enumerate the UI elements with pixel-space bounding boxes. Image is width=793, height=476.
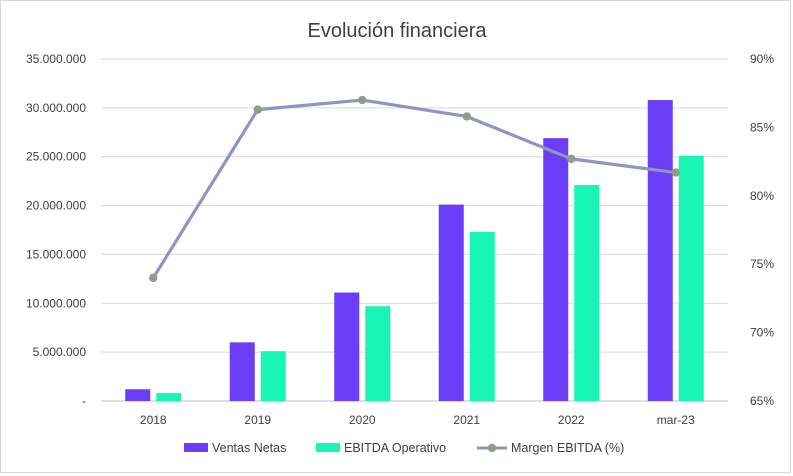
y-right-tick-label: 90% <box>750 52 774 66</box>
legend-item-ventas-netas: Ventas Netas <box>184 441 286 455</box>
y-right-tick-label: 75% <box>750 257 774 271</box>
line-point-margen-ebitda <box>149 273 158 283</box>
line-point-margen-ebitda <box>462 112 471 121</box>
bar-ebitda-operativo <box>678 155 704 401</box>
line-point-margen-ebitda <box>253 105 262 114</box>
bar-ebitda-operativo <box>156 393 182 401</box>
bar-ventas-netas <box>334 292 360 401</box>
bar-ventas-netas <box>229 342 255 401</box>
x-tick-label: 2022 <box>558 413 585 427</box>
x-tick-label: 2018 <box>140 413 167 427</box>
legend-marker <box>487 443 497 453</box>
y-left-tick-label: 10.000.000 <box>26 296 86 310</box>
legend-swatch <box>316 443 340 452</box>
bar-ventas-netas <box>543 138 569 402</box>
y-right-tick-label: 85% <box>750 120 774 134</box>
legend-swatch <box>184 443 208 452</box>
x-tick-label: mar-23 <box>657 413 695 427</box>
y-right-tick-label: 80% <box>750 189 774 203</box>
legend-label: Ventas Netas <box>212 441 286 455</box>
x-tick-label: 2019 <box>244 413 271 427</box>
bar-ebitda-operativo <box>365 306 391 401</box>
y-left-tick-label: 5.000.000 <box>33 345 87 359</box>
y-left-tick-label: 30.000.000 <box>26 101 86 115</box>
axis-labels: - 5.000.000 10.000.000 15.000.000 20.000.000… <box>26 52 774 427</box>
bar-ventas-netas <box>438 204 464 401</box>
legend-label: EBITDA Operativo <box>344 441 446 455</box>
bar-ventas-netas <box>125 389 151 401</box>
gridlines <box>101 58 728 402</box>
x-tick-label: 2020 <box>349 413 376 427</box>
legend-item-margen-ebitda: Margen EBITDA (%) <box>477 441 624 455</box>
y-left-tick-label: 35.000.000 <box>26 52 86 66</box>
y-left-tick-label: 20.000.000 <box>26 199 86 213</box>
bar-ventas-netas <box>647 100 673 401</box>
line-layer <box>149 95 680 283</box>
chart-title: Evolución financiera <box>308 20 488 42</box>
line-point-margen-ebitda <box>358 95 367 105</box>
bars-layer <box>125 100 704 402</box>
bar-ebitda-operativo <box>260 351 286 401</box>
y-left-tick-label: 25.000.000 <box>26 150 86 164</box>
x-tick-label: 2021 <box>453 413 480 427</box>
line-point-margen-ebitda <box>567 154 576 164</box>
y-right-tick-label: 70% <box>750 326 774 340</box>
legend-item-ebitda-operativo: EBITDA Operativo <box>316 441 446 455</box>
bar-ebitda-operativo <box>574 185 600 401</box>
legend: Ventas Netas EBITDA Operativo Margen EBITD… <box>184 441 624 455</box>
y-left-tick-label: 15.000.000 <box>26 247 86 261</box>
line-point-margen-ebitda <box>671 168 680 177</box>
line-margen-ebitda <box>151 98 676 279</box>
legend-label: Margen EBITDA (%) <box>511 441 624 455</box>
y-left-tick-label: - <box>82 394 86 408</box>
y-right-tick-label: 65% <box>750 394 774 408</box>
bar-ebitda-operativo <box>469 231 495 401</box>
